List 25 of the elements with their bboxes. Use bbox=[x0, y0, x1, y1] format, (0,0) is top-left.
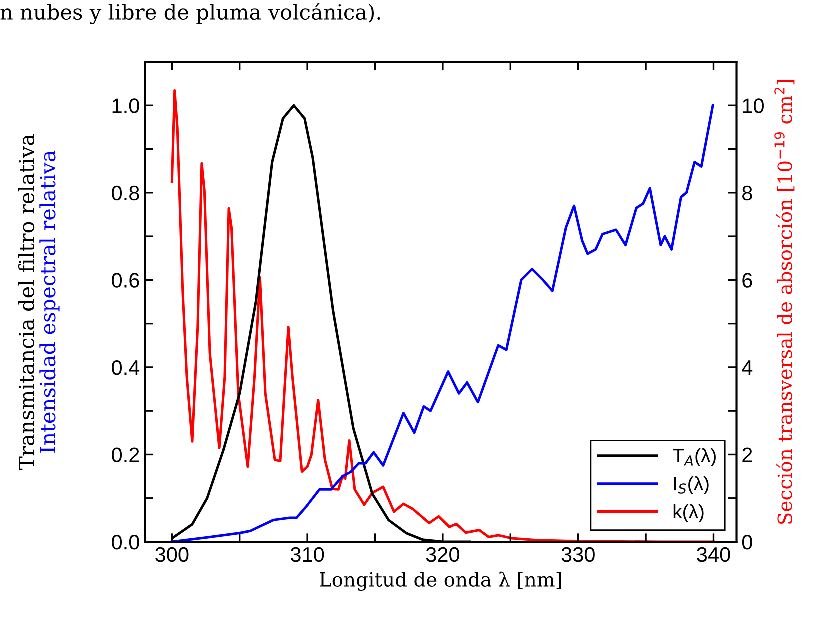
y-tick-label: 0.8 bbox=[112, 186, 140, 201]
y-tick-label: 0.0 bbox=[112, 535, 140, 550]
y2-axis-title: Sección transversal de absorción [10$^{−19}$ cm$^{2}$] bbox=[774, 80, 795, 524]
y2-tick-label: 8 bbox=[742, 186, 752, 201]
text: Intensidad espectral relativa bbox=[40, 150, 60, 453]
x-tick-label: 320 bbox=[426, 547, 460, 562]
y-tick-label: 1.0 bbox=[112, 98, 140, 114]
x-axis-title: Longitud de onda λ [nm] bbox=[320, 572, 562, 592]
y2-tick-label: 10 bbox=[743, 98, 764, 114]
y2-tick-label: 4 bbox=[742, 360, 753, 376]
x-tick-label: 340 bbox=[697, 547, 730, 562]
legend-label: k(λ) bbox=[674, 504, 704, 523]
text: n nubes y libre de pluma volcánica). bbox=[0, 3, 380, 24]
x-tick-label: 300 bbox=[156, 547, 189, 562]
legend-label: T$_{A}$(λ) bbox=[673, 448, 716, 467]
y2-tick-label: 6 bbox=[742, 273, 752, 288]
text: Transmitancia del filtro relativa bbox=[18, 134, 35, 470]
x-tick-label: 330 bbox=[562, 547, 595, 562]
y2-tick-label: 0 bbox=[742, 535, 752, 550]
x-tick-label: 310 bbox=[290, 547, 324, 562]
y-tick-label: 0.2 bbox=[112, 448, 140, 462]
y-tick-label: 0.6 bbox=[112, 273, 140, 288]
y-tick-label: 0.4 bbox=[112, 360, 140, 376]
legend-label: I$_{S}$(λ) bbox=[674, 476, 709, 495]
y2-tick-label: 2 bbox=[742, 448, 752, 462]
